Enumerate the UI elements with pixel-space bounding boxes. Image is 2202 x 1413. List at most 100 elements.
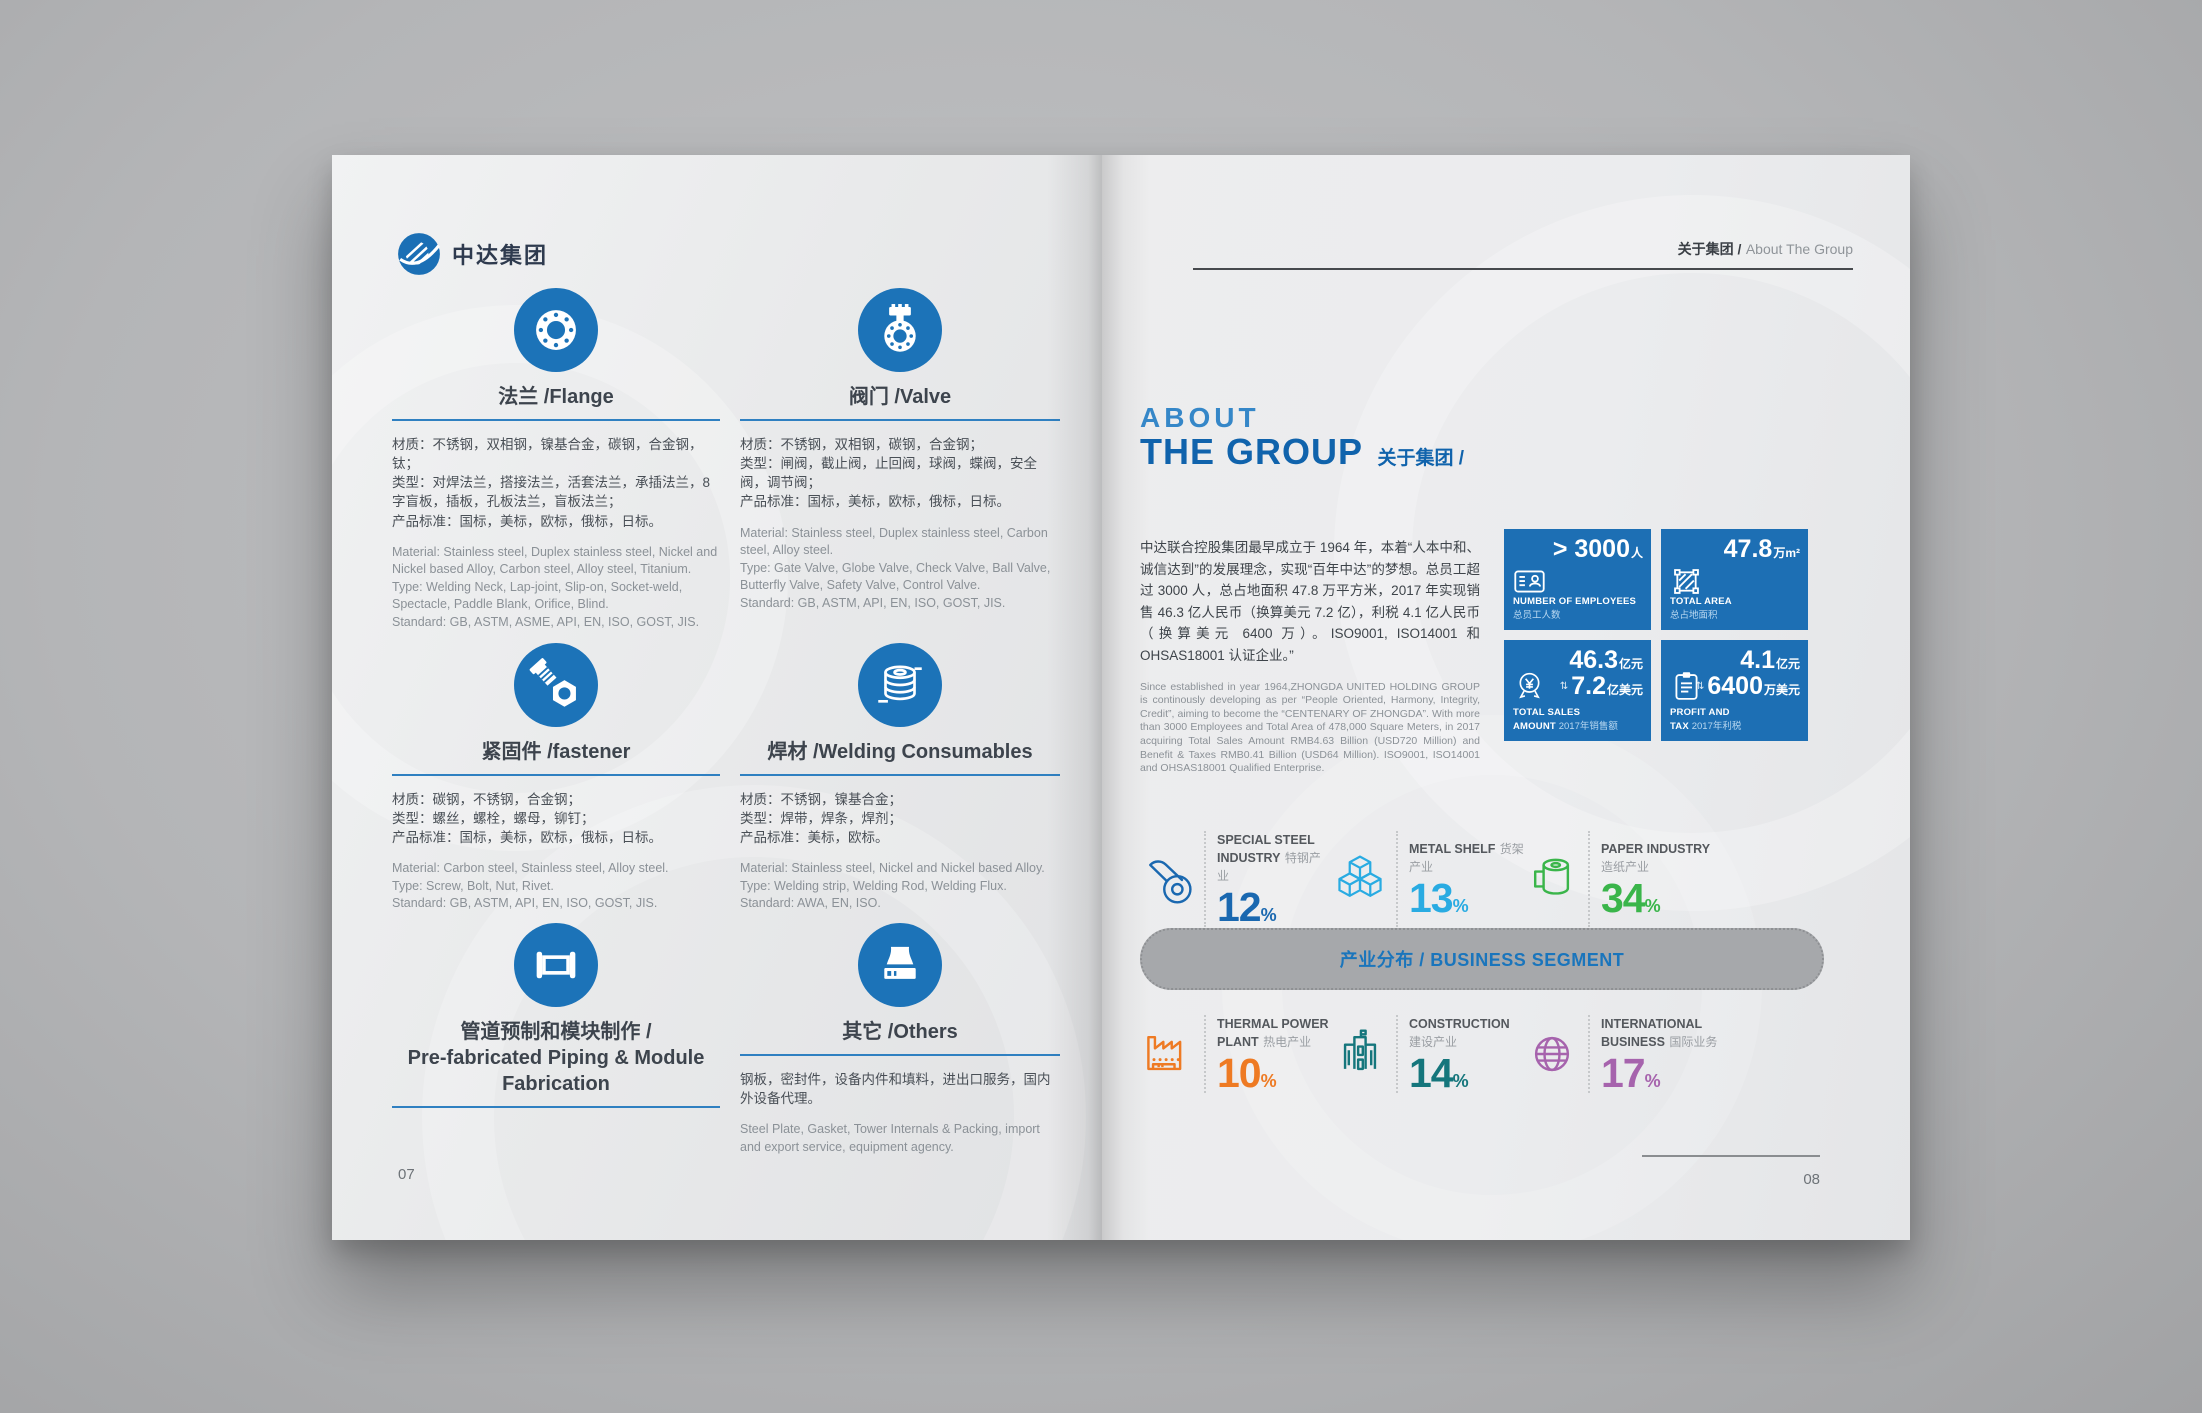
segment-text: PAPER INDUSTRY 造纸产业 34% [1601, 840, 1725, 921]
brand-logo: 中达集团 [396, 231, 548, 277]
clipboard-icon [1675, 672, 1698, 700]
section-details-en: Material: Stainless steel, Nickel and Ni… [740, 861, 1045, 911]
page-title: ABOUT THE GROUP 关于集团 / [1140, 402, 1465, 473]
running-header-en: About The Group [1745, 241, 1853, 257]
segment-percent: 13% [1409, 875, 1469, 921]
section-others: 其它 /Others 钢板，密封件，设备内件和填料，进出口服务，国内外设备代理。… [740, 923, 1060, 1156]
convert-arrows-icon: ⇅ [1695, 681, 1705, 693]
dotted-separator [1204, 831, 1206, 927]
yuan-badge-icon [1519, 672, 1540, 699]
segment-percent: 17% [1601, 1050, 1661, 1096]
stat-caption: NUMBER OF EMPLOYEES 总员工人数 [1513, 596, 1637, 622]
globe-icon [1534, 1036, 1570, 1072]
section-details-en: Material: Stainless steel, Duplex stainl… [392, 544, 718, 629]
stat-value: 4.1亿元 ⇅ 6400万美元 [1695, 646, 1800, 701]
about-paragraphs: 中达联合控股集团最早成立于 1964 年，本着“人本中和、诚信达到”的发展理念，… [1140, 529, 1480, 776]
segment-percent: 34% [1601, 875, 1661, 921]
section-details-cn: 材质：不锈钢，双相钢，镍基合金，碳钢，合金钢，钛； 类型：对焊法兰，搭接法兰，活… [392, 437, 711, 529]
factory-icon [1147, 1035, 1182, 1071]
dotted-separator [1396, 831, 1398, 927]
section-divider [392, 419, 720, 421]
section-fastener: 紧固件 /fastener 材质：碳钢，不锈钢，合金钢； 类型：螺丝，螺栓，螺母… [392, 643, 720, 923]
segment-paper-industry: PAPER INDUSTRY 造纸产业 34% [1524, 831, 1725, 927]
section-divider [392, 774, 720, 776]
section-title: 管道预制和模块制作 / Pre-fabricated Piping & Modu… [407, 1021, 705, 1095]
section-title: 法兰 /Flange [498, 386, 614, 408]
running-header-cn: 关于集团 / [1677, 241, 1742, 257]
stat-value: 47.8万m² [1723, 535, 1800, 563]
section-title: 阀门 /Valve [848, 386, 952, 408]
cubes-icon [1338, 855, 1382, 897]
about-body: 中达联合控股集团最早成立于 1964 年，本着“人本中和、诚信达到”的发展理念，… [1140, 529, 1812, 776]
section-valve: 阀门 /Valve 材质：不锈钢，双相钢，碳钢，合金钢； 类型：闸阀，截止阀，止… [740, 288, 1060, 643]
dotted-separator [1588, 831, 1590, 927]
piping-icon [514, 923, 598, 1007]
section-details-cn: 钢板，密封件，设备内件和填料，进出口服务，国内外设备代理。 [740, 1072, 1051, 1107]
segment-percent: 10% [1217, 1050, 1277, 1096]
segment-thermal-power: THERMAL POWER PLANT 热电产业 10% [1140, 1015, 1332, 1096]
stat-boxes: > 3000人 NUMBER OF EMPLOYEES 总员工人数 47.8万m… [1504, 529, 1808, 776]
segment-text: CONSTRUCTION 建设产业 14% [1409, 1015, 1524, 1096]
id-card-icon [1514, 570, 1545, 593]
brand-logo-text: 中达集团 [452, 243, 549, 268]
business-segments-row1: SPECIAL STEEL INDUSTRY 特钢产业 12% METAL SH… [1140, 831, 1824, 930]
section-details-en: Material: Stainless steel, Duplex stainl… [740, 525, 1051, 610]
stat-value: > 3000人 [1552, 535, 1643, 563]
section-welding-consumables: 焊材 /Welding Consumables 材质：不锈钢，镍基合金； 类型：… [740, 643, 1060, 923]
segment-text: INTERNATIONAL BUSINESS 国际业务 17% [1601, 1015, 1725, 1096]
section-title: 其它 /Others [842, 1021, 958, 1043]
segment-percent: 12% [1217, 884, 1277, 930]
section-divider [392, 1106, 720, 1108]
others-icon [858, 923, 942, 1007]
stat-caption: TOTAL AREA 总占地面积 [1670, 596, 1732, 622]
welding-consumables-icon [858, 643, 942, 727]
page-title-line2: THE GROUP [1140, 431, 1364, 473]
area-icon [1674, 569, 1699, 594]
page-number-left: 07 [398, 1166, 415, 1183]
page-title-line1: ABOUT [1140, 402, 1260, 433]
steel-coil-icon [1149, 860, 1192, 904]
segment-international: INTERNATIONAL BUSINESS 国际业务 17% [1524, 1015, 1725, 1096]
stat-value: 46.3亿元 ⇅ 7.2亿美元 [1559, 646, 1643, 701]
section-divider [740, 774, 1060, 776]
business-segments-row2: THERMAL POWER PLANT 热电产业 10% CONSTRUCTIO… [1140, 1015, 1824, 1096]
segment-metal-shelf: METAL SHELF 货架产业 13% [1332, 831, 1524, 927]
about-paragraph-cn: 中达联合控股集团最早成立于 1964 年，本着“人本中和、诚信达到”的发展理念，… [1140, 540, 1480, 663]
section-title: 紧固件 /fastener [481, 741, 631, 763]
segment-construction: CONSTRUCTION 建设产业 14% [1332, 1015, 1524, 1096]
section-prefabricated-piping: 管道预制和模块制作 / Pre-fabricated Piping & Modu… [392, 923, 720, 1156]
dotted-separator [1588, 1015, 1590, 1093]
flange-icon [514, 288, 598, 372]
business-segment-banner: 产业分布 / BUSINESS SEGMENT [1140, 928, 1824, 990]
page-number-right: 08 [1803, 1171, 1820, 1188]
paper-roll-icon [1533, 858, 1570, 895]
section-details-en: Steel Plate, Gasket, Tower Internals & P… [740, 1122, 1040, 1154]
footer-rule [1642, 1155, 1820, 1157]
page-left: 中达集团 法兰 /Flange 材质：不锈钢，双相钢，镍基合金， [332, 155, 1102, 1240]
stat-caption: PROFIT AND TAX 2017年利税 [1670, 707, 1742, 733]
brand-logo-icon [398, 233, 441, 275]
convert-arrows-icon: ⇅ [1559, 681, 1569, 693]
segment-special-steel: SPECIAL STEEL INDUSTRY 特钢产业 12% [1140, 831, 1332, 930]
dotted-separator [1396, 1015, 1398, 1093]
stat-total-sales: 46.3亿元 ⇅ 7.2亿美元 TOTAL SALES AMOUNT 2017年销… [1504, 640, 1651, 741]
page-right: 关于集团 / About The Group ABOUT THE GROUP 关… [1102, 155, 1910, 1240]
about-paragraph-en: Since established in year 1964,ZHONGDA U… [1140, 680, 1480, 775]
brochure-spread: 中达集团 法兰 /Flange 材质：不锈钢，双相钢，镍基合金， [332, 155, 1910, 1240]
section-details-cn: 材质：不锈钢，镍基合金； 类型：焊带，焊条，焊剂； 产品标准：美标，欧标。 [740, 792, 902, 846]
segment-text: METAL SHELF 货架产业 13% [1409, 842, 1524, 921]
section-title: 焊材 /Welding Consumables [767, 741, 1033, 763]
section-divider [740, 419, 1060, 421]
product-sections: 法兰 /Flange 材质：不锈钢，双相钢，镍基合金，碳钢，合金钢，钛； 类型：… [392, 288, 1060, 1156]
segment-text: SPECIAL STEEL INDUSTRY 特钢产业 12% [1217, 831, 1332, 930]
segment-percent: 14% [1409, 1050, 1469, 1096]
section-details-cn: 材质：不锈钢，双相钢，碳钢，合金钢； 类型：闸阀，截止阀，止回阀，球阀，蝶阀，安… [740, 437, 1037, 510]
page-title-cn: 关于集团 / [1377, 448, 1465, 470]
building-icon [1343, 1029, 1377, 1071]
valve-icon [858, 288, 942, 372]
section-divider [740, 1054, 1060, 1056]
section-details-en: Material: Carbon steel, Stainless steel,… [392, 861, 669, 911]
header-rule [1193, 268, 1853, 270]
fastener-icon [514, 643, 598, 727]
section-flange: 法兰 /Flange 材质：不锈钢，双相钢，镍基合金，碳钢，合金钢，钛； 类型：… [392, 288, 720, 643]
